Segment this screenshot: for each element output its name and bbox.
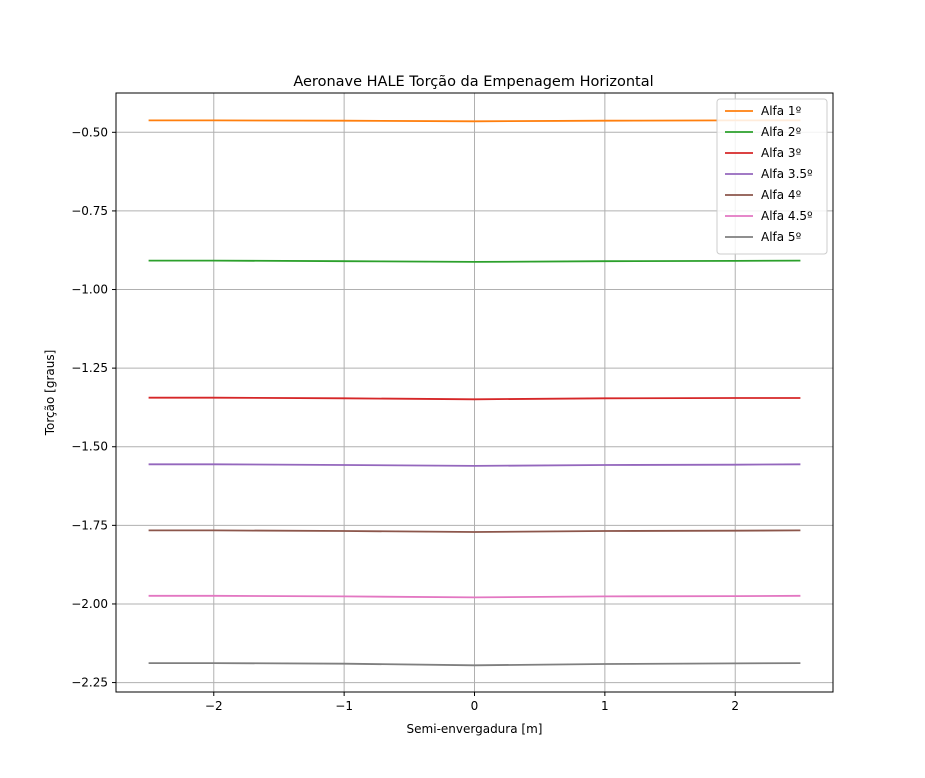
y-tick-label: −1.00 <box>71 283 108 297</box>
y-tick-label: −0.50 <box>71 125 108 139</box>
grid-lines <box>116 93 833 692</box>
x-tick-label: −1 <box>335 699 353 713</box>
series-line-2 <box>148 259 801 263</box>
y-axis-ticks: −0.50 −0.75 −1.00 −1.25 −1.50 −1.75 −2.00 −2.25 <box>71 125 116 690</box>
x-tick-label: −2 <box>205 699 223 713</box>
y-tick-label: −1.75 <box>71 518 108 532</box>
legend: Alfa 1º Alfa 2º Alfa 3º Alfa 3.5º Alfa 4º Alf… <box>716 98 828 255</box>
legend-label: Alfa 3.5º <box>761 167 813 181</box>
legend-label: Alfa 4º <box>761 188 802 202</box>
legend-label: Alfa 2º <box>761 125 802 139</box>
y-axis-label: Torção [graus] <box>43 350 57 437</box>
x-tick-label: 1 <box>601 699 609 713</box>
series-line-5 <box>148 529 801 533</box>
y-tick-label: −0.75 <box>71 204 108 218</box>
series-line-4 <box>148 463 801 467</box>
legend-label: Alfa 3º <box>761 146 802 160</box>
legend-label: Alfa 1º <box>761 104 802 118</box>
legend-label: Alfa 5º <box>761 230 802 244</box>
x-axis-label: Semi-envergadura [m] <box>407 722 543 736</box>
legend-label: Alfa 4.5º <box>761 209 813 223</box>
y-tick-label: −1.50 <box>71 440 108 454</box>
y-tick-label: −1.25 <box>71 361 108 375</box>
y-tick-label: −2.25 <box>71 676 108 690</box>
series-line-3 <box>148 396 801 401</box>
series-line-6 <box>148 594 801 599</box>
series-line-7 <box>148 662 801 667</box>
series-line-1 <box>148 119 801 123</box>
chart-title: Aeronave HALE Torção da Empenagem Horizo… <box>293 74 653 90</box>
y-tick-label: −2.00 <box>71 597 108 611</box>
x-tick-label: 2 <box>731 699 739 713</box>
x-axis-ticks: −2 −1 0 1 2 <box>205 692 739 713</box>
x-tick-label: 0 <box>471 699 479 713</box>
